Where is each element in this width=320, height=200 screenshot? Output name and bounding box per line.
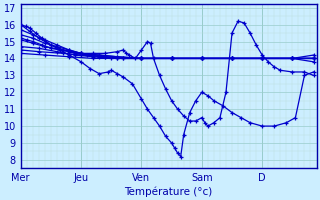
X-axis label: Température (°c): Température (°c) — [124, 186, 213, 197]
